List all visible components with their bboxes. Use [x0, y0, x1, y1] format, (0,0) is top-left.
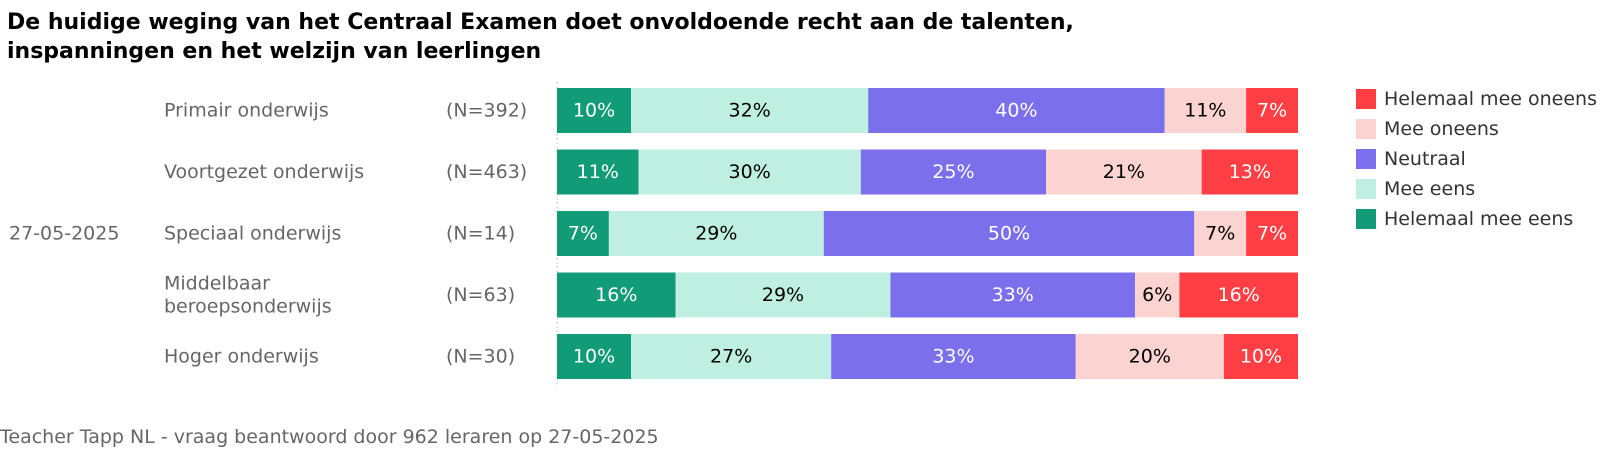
bar-segment: [631, 334, 832, 379]
bar-value-label: 7%: [1205, 223, 1235, 245]
legend-label: Helemaal mee oneens: [1384, 88, 1597, 110]
bar-segment: [675, 272, 891, 318]
legend-label: Mee oneens: [1384, 118, 1499, 140]
bar-segment: [1246, 88, 1298, 133]
sample-size-label: (N=30): [446, 346, 515, 368]
legend-item: Mee oneens: [1356, 114, 1597, 144]
category-label: Speciaal onderwijs: [164, 223, 341, 245]
chart-title: De huidige weging van het Centraal Exame…: [7, 8, 1257, 66]
legend-label: Neutraal: [1384, 148, 1466, 170]
sample-size-label: (N=463): [446, 161, 527, 183]
legend-item: Neutraal: [1356, 144, 1597, 174]
bar-segment: [557, 334, 632, 379]
bar-segment: [1246, 211, 1298, 256]
legend-item: Helemaal mee eens: [1356, 204, 1597, 234]
bar-value-label: 7%: [568, 223, 598, 245]
category-label: Middelbaar beroepsonderwijs: [164, 273, 332, 318]
footer-source: Teacher Tapp NL - vraag beantwoord door …: [0, 426, 659, 448]
group-date-label: 27-05-2025: [9, 223, 119, 245]
bar-segment: [1179, 272, 1298, 318]
legend-label: Helemaal mee eens: [1384, 208, 1574, 230]
bar-value-label: 16%: [1218, 284, 1260, 306]
bar-value-label: 33%: [932, 346, 974, 368]
bar-value-label: 29%: [762, 284, 804, 306]
bar-segment: [868, 88, 1165, 133]
bar-segment: [557, 211, 609, 256]
sample-size-label: (N=14): [446, 223, 515, 245]
bar-segment: [557, 88, 632, 133]
bar-value-label: 27%: [710, 346, 752, 368]
bar-segment: [823, 211, 1195, 256]
chart-title-line-1: De huidige weging van het Centraal Exame…: [7, 10, 1074, 35]
bar-value-label: 25%: [932, 161, 974, 183]
bar-value-label: 7%: [1257, 223, 1287, 245]
legend-swatch: [1356, 179, 1376, 199]
bar-value-label: 6%: [1142, 284, 1172, 306]
legend-swatch: [1356, 89, 1376, 109]
category-label-line: Voortgezet onderwijs: [164, 161, 364, 183]
stacked-bar-chart: 27-05-2025 Primair onderwijs (N=392) 10% 32%…: [9, 82, 1298, 387]
bar-value-label: 11%: [577, 161, 619, 183]
bar-segment: [638, 149, 861, 195]
bar-value-label: 10%: [573, 100, 615, 122]
legend-item: Mee eens: [1356, 174, 1597, 204]
sample-size-label: (N=392): [446, 100, 527, 122]
bar-segment: [608, 211, 824, 256]
bar-value-label: 50%: [988, 223, 1030, 245]
bar-value-label: 32%: [729, 100, 771, 122]
legend-swatch: [1356, 149, 1376, 169]
bar-segment: [1134, 272, 1180, 318]
chart-legend: Helemaal mee oneens Mee oneens Neutraal Mee…: [1356, 84, 1597, 234]
legend-label: Mee eens: [1384, 178, 1476, 200]
bar-segment: [890, 272, 1135, 318]
legend-item: Helemaal mee oneens: [1356, 84, 1597, 114]
bar-value-label: 30%: [729, 161, 771, 183]
bar-value-label: 40%: [995, 100, 1037, 122]
legend-swatch: [1356, 209, 1376, 229]
bar-value-label: 21%: [1103, 161, 1145, 183]
category-label: Hoger onderwijs: [164, 346, 319, 368]
category-label-line: Middelbaar: [164, 273, 270, 295]
bar-segment: [1075, 334, 1224, 379]
bar-value-label: 16%: [595, 284, 637, 306]
bar-segment: [1164, 88, 1247, 133]
bar-segment: [831, 334, 1076, 379]
bar-value-label: 13%: [1229, 161, 1271, 183]
category-label: Voortgezet onderwijs: [164, 161, 364, 183]
category-label-line: Primair onderwijs: [164, 100, 329, 122]
bar-value-label: 33%: [992, 284, 1034, 306]
bar-segment: [1046, 149, 1202, 195]
bar-segment: [1194, 211, 1247, 256]
bar-value-label: 29%: [695, 223, 737, 245]
bar-value-label: 11%: [1184, 100, 1226, 122]
bar-value-label: 20%: [1129, 346, 1171, 368]
bar-segment: [557, 272, 676, 318]
bar-value-label: 10%: [1240, 346, 1282, 368]
bar-segment: [1223, 334, 1298, 379]
category-label-line: Speciaal onderwijs: [164, 223, 341, 245]
bar-segment: [860, 149, 1047, 195]
category-label-line: Hoger onderwijs: [164, 346, 319, 368]
category-label: Primair onderwijs: [164, 100, 329, 122]
bar-segment: [631, 88, 869, 133]
bar-value-label: 7%: [1257, 100, 1287, 122]
sample-size-label: (N=63): [446, 284, 515, 306]
bar-segment: [557, 149, 639, 195]
chart-title-line-2: inspanningen en het welzijn van leerling…: [7, 39, 542, 64]
bar-segment: [1201, 149, 1298, 195]
bar-value-label: 10%: [573, 346, 615, 368]
category-label-line: beroepsonderwijs: [164, 296, 332, 318]
legend-swatch: [1356, 119, 1376, 139]
